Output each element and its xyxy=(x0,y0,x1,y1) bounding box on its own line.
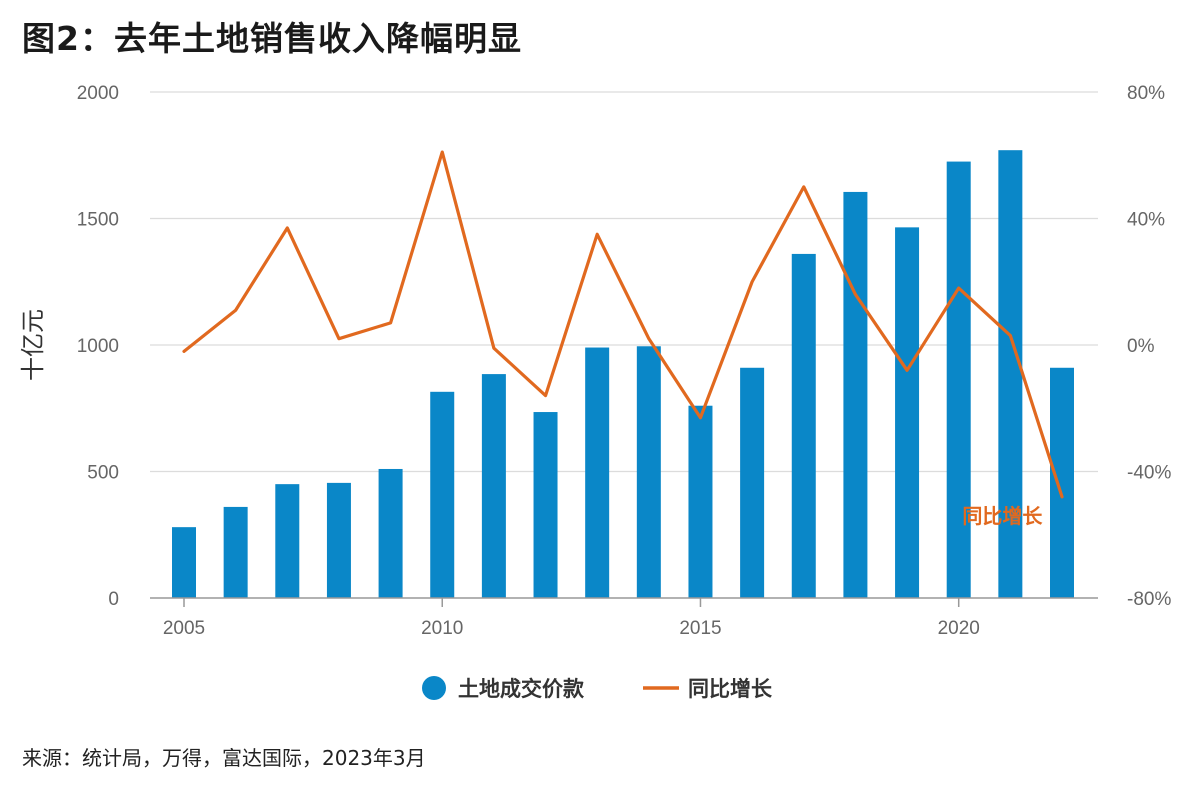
y2-tick-label: -40% xyxy=(1127,463,1171,484)
bar xyxy=(688,405,713,598)
y-tick-label: 500 xyxy=(87,463,119,484)
legend-bar-swatch xyxy=(422,676,446,700)
x-tick-label: 2020 xyxy=(938,618,980,639)
bar xyxy=(1050,367,1074,598)
y-tick-label: 1500 xyxy=(77,210,119,231)
y-tick-label: 1000 xyxy=(77,336,119,357)
annotations: 同比增长 xyxy=(962,504,1043,528)
bar xyxy=(585,347,610,598)
y-tick-label: 2000 xyxy=(77,83,119,104)
legend: 土地成交价款 同比增长 xyxy=(422,676,773,701)
legend-label: 同比增长 xyxy=(688,677,773,701)
y-axis-title: 十亿元 xyxy=(19,309,47,381)
bar xyxy=(481,374,506,598)
bar-series xyxy=(172,150,1074,599)
y2-tick-label: -80% xyxy=(1127,589,1171,610)
bar xyxy=(843,191,868,598)
x-tick-label: 2005 xyxy=(163,618,205,639)
bar xyxy=(895,227,920,599)
line-series xyxy=(182,150,1064,499)
source-note: 来源：统计局，万得，富达国际，2023年3月 xyxy=(22,746,426,770)
yoy-growth-line xyxy=(182,150,1064,499)
x-tick-label: 2015 xyxy=(679,618,721,639)
series-annotation: 同比增长 xyxy=(962,504,1043,528)
bar xyxy=(946,161,971,598)
y2-tick-label: 0% xyxy=(1127,336,1155,357)
bar xyxy=(378,468,403,598)
gridlines xyxy=(150,91,1098,473)
bar xyxy=(533,412,558,598)
y2-tick-label: 80% xyxy=(1127,83,1165,104)
bar xyxy=(740,367,765,598)
legend-label: 土地成交价款 xyxy=(458,677,585,701)
axis-labels: 0 500 1000 1500 2000 -80% -40% 0% 40% 80% 2005 2010… xyxy=(19,83,1171,639)
bar xyxy=(998,150,1023,598)
bar xyxy=(430,391,455,598)
bar xyxy=(791,253,816,599)
bar xyxy=(172,527,196,598)
y2-tick-label: 40% xyxy=(1127,210,1165,231)
bar xyxy=(275,484,300,598)
y-tick-label: 0 xyxy=(108,589,119,610)
bar xyxy=(223,506,248,598)
x-tick-label: 2010 xyxy=(421,618,463,639)
chart-title: 图2：去年土地销售收入降幅明显 xyxy=(22,19,522,58)
bar xyxy=(326,482,351,598)
bar xyxy=(636,346,661,598)
axes xyxy=(150,597,1098,607)
